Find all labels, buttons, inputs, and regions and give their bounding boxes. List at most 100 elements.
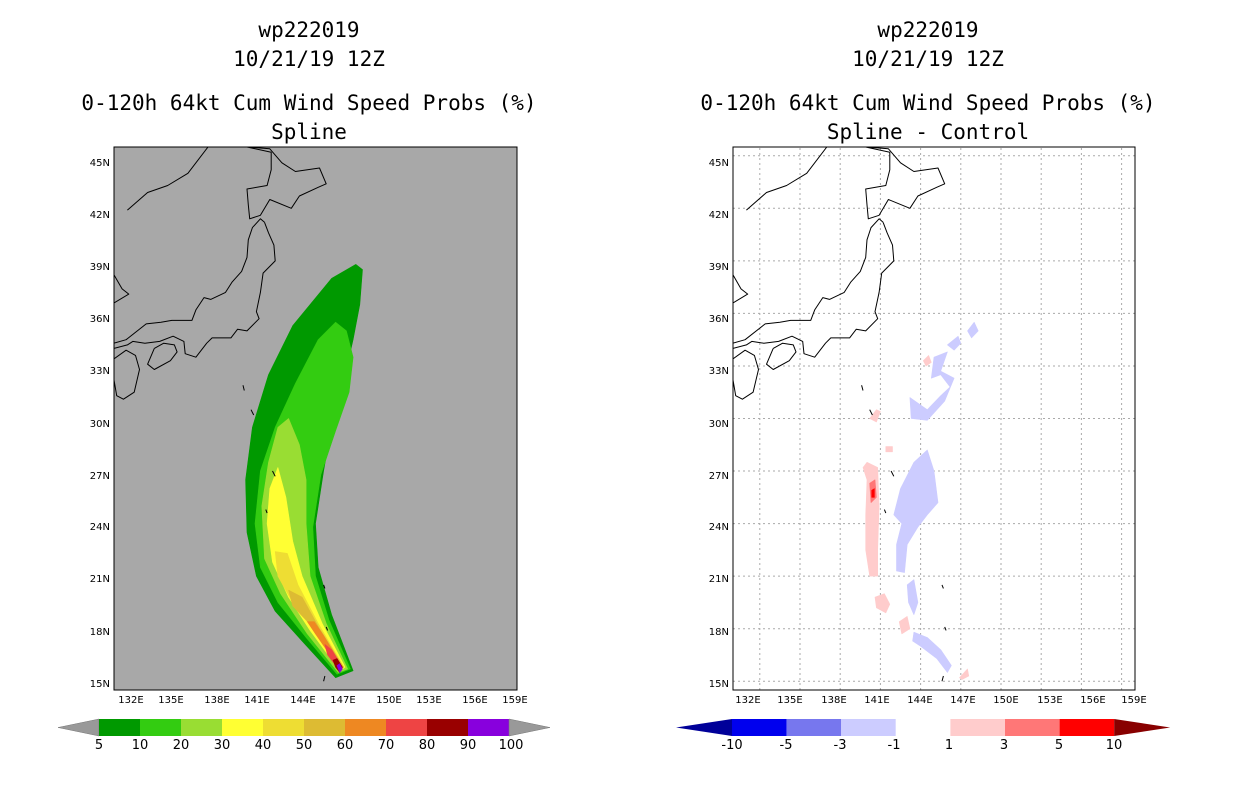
left-y-axis: 15N 18N 21N 24N 27N 30N 33N 36N 39N 42N …: [90, 158, 110, 690]
left-panel: wp222019 10/21/19 12Z 0-120h 64kt Cum Wi…: [57, 18, 551, 753]
coastline-segment-5: [114, 349, 140, 400]
left-map-frame: [113, 146, 518, 691]
left-y-tick-45N: 45N: [90, 158, 110, 169]
left-colorbar-swatch-3: [222, 719, 263, 736]
right-colorbar-swatch-2: [841, 719, 896, 736]
left-colorbar-swatch-4: [263, 719, 304, 736]
coastline-segment-1: [865, 147, 946, 220]
coastline-segment-7: [242, 385, 245, 391]
left-y-tick-15N: 15N: [90, 679, 110, 690]
right-colorbar-swatch-5: [1005, 719, 1060, 736]
coastline-segment-6: [733, 274, 749, 304]
contour-level-10: [906, 579, 919, 616]
coastline-segment-13: [323, 675, 326, 682]
right-y-tick-39N: 39N: [709, 262, 729, 273]
right-x-tick-144E: 144E: [907, 695, 932, 706]
right-contours: [862, 321, 979, 680]
right-x-tick-147E: 147E: [950, 695, 975, 706]
left-colorbar-swatch-9: [468, 719, 509, 736]
left-colorbar-label-5: 5: [95, 738, 103, 753]
right-y-tick-33N: 33N: [709, 366, 729, 377]
right-colorbar: -10 -5 -3 -1 1 3 5 10: [676, 719, 1171, 753]
left-colorbar-swatch-0: [99, 719, 140, 736]
right-panel: wp222019 10/21/19 12Z 0-120h 64kt Cum Wi…: [676, 18, 1171, 753]
left-colorbar-swatch-8: [427, 719, 468, 736]
left-colorbar-label-60: 60: [337, 738, 354, 753]
coastline-segment-7: [861, 385, 864, 391]
contour-level-12: [909, 351, 955, 421]
left-x-axis: 132E 135E 138E 141E 144E 147E 150E 153E …: [118, 695, 527, 706]
contour-level-9: [336, 663, 343, 673]
contour-level-1: [869, 409, 881, 423]
right-coastline: [733, 147, 947, 682]
left-x-tick-132E: 132E: [118, 695, 143, 706]
coastline-segment-12: [944, 626, 947, 631]
contour-level-5: [959, 668, 970, 680]
right-y-tick-21N: 21N: [709, 574, 729, 585]
coastline-segment-12: [325, 626, 329, 631]
contour-level-3: [898, 616, 911, 635]
coastline-segment-8: [869, 409, 873, 416]
right-chart-subtitle: Spline - Control: [827, 120, 1029, 144]
coastline-segment-9: [272, 470, 276, 477]
right-colorbar-label-minus-3: -3: [834, 738, 847, 753]
left-storm-id: wp222019: [258, 18, 359, 42]
right-x-tick-159E: 159E: [1121, 695, 1146, 706]
left-colorbar: 5 10 20 30 40 50 60 70 80 90 100: [57, 718, 551, 753]
right-y-axis: 15N 18N 21N 24N 27N 30N 33N 36N 39N 42N …: [709, 158, 729, 690]
left-y-tick-27N: 27N: [90, 471, 110, 482]
coastline-segment-2: [114, 222, 276, 358]
coastline-segment-0: [746, 147, 828, 211]
left-colorbar-label-10: 10: [132, 738, 149, 753]
right-colorbar-label-minus-1: -1: [888, 738, 901, 753]
left-y-tick-21N: 21N: [90, 574, 110, 585]
right-storm-id: wp222019: [877, 18, 978, 42]
right-x-tick-141E: 141E: [864, 695, 889, 706]
left-colorbar-swatch-1: [140, 719, 181, 736]
right-y-tick-42N: 42N: [709, 210, 729, 221]
right-colorbar-label-3: 3: [1000, 738, 1008, 753]
right-x-tick-156E: 156E: [1080, 695, 1105, 706]
left-x-tick-150E: 150E: [376, 695, 401, 706]
right-colorbar-high-arrow: [1114, 719, 1171, 736]
right-x-tick-135E: 135E: [777, 695, 802, 706]
contour-level-13: [947, 335, 962, 351]
coastline-segment-3: [733, 218, 884, 344]
right-colorbar-label-1: 1: [945, 738, 953, 753]
left-colorbar-swatch-6: [345, 719, 386, 736]
left-colorbar-low-arrow: [57, 718, 100, 737]
coastline-segment-11: [941, 584, 944, 589]
left-chart-title: 0-120h 64kt Cum Wind Speed Probs (%): [81, 91, 536, 115]
left-colorbar-label-40: 40: [255, 738, 272, 753]
contour-level-2: [261, 418, 349, 673]
contour-level-2: [874, 593, 891, 614]
coastline-segment-8: [250, 409, 255, 416]
left-y-tick-18N: 18N: [90, 627, 110, 638]
left-colorbar-label-80: 80: [419, 738, 436, 753]
left-colorbar-label-50: 50: [296, 738, 313, 753]
left-colorbar-swatch-2: [181, 719, 222, 736]
right-x-tick-132E: 132E: [735, 695, 760, 706]
right-colorbar-label-10: 10: [1106, 738, 1123, 753]
right-gridlines: [733, 147, 1135, 690]
left-x-tick-135E: 135E: [158, 695, 183, 706]
left-x-tick-141E: 141E: [244, 695, 269, 706]
coastline-segment-0: [127, 147, 209, 211]
right-x-tick-150E: 150E: [993, 695, 1018, 706]
left-colorbar-label-100: 100: [499, 738, 524, 753]
right-y-tick-24N: 24N: [709, 522, 729, 533]
left-contours: [245, 264, 363, 679]
left-y-tick-24N: 24N: [90, 522, 110, 533]
contour-level-6: [885, 446, 893, 453]
left-colorbar-swatch-5: [304, 719, 345, 736]
left-y-tick-39N: 39N: [90, 262, 110, 273]
contour-level-4: [922, 355, 932, 367]
left-colorbar-label-70: 70: [378, 738, 395, 753]
right-y-tick-30N: 30N: [709, 419, 729, 430]
coastline-segment-2: [733, 222, 895, 358]
left-x-tick-153E: 153E: [416, 695, 441, 706]
left-y-tick-36N: 36N: [90, 314, 110, 325]
right-date-label: 10/21/19 12Z: [852, 47, 1004, 71]
coastline-segment-13: [941, 675, 944, 682]
